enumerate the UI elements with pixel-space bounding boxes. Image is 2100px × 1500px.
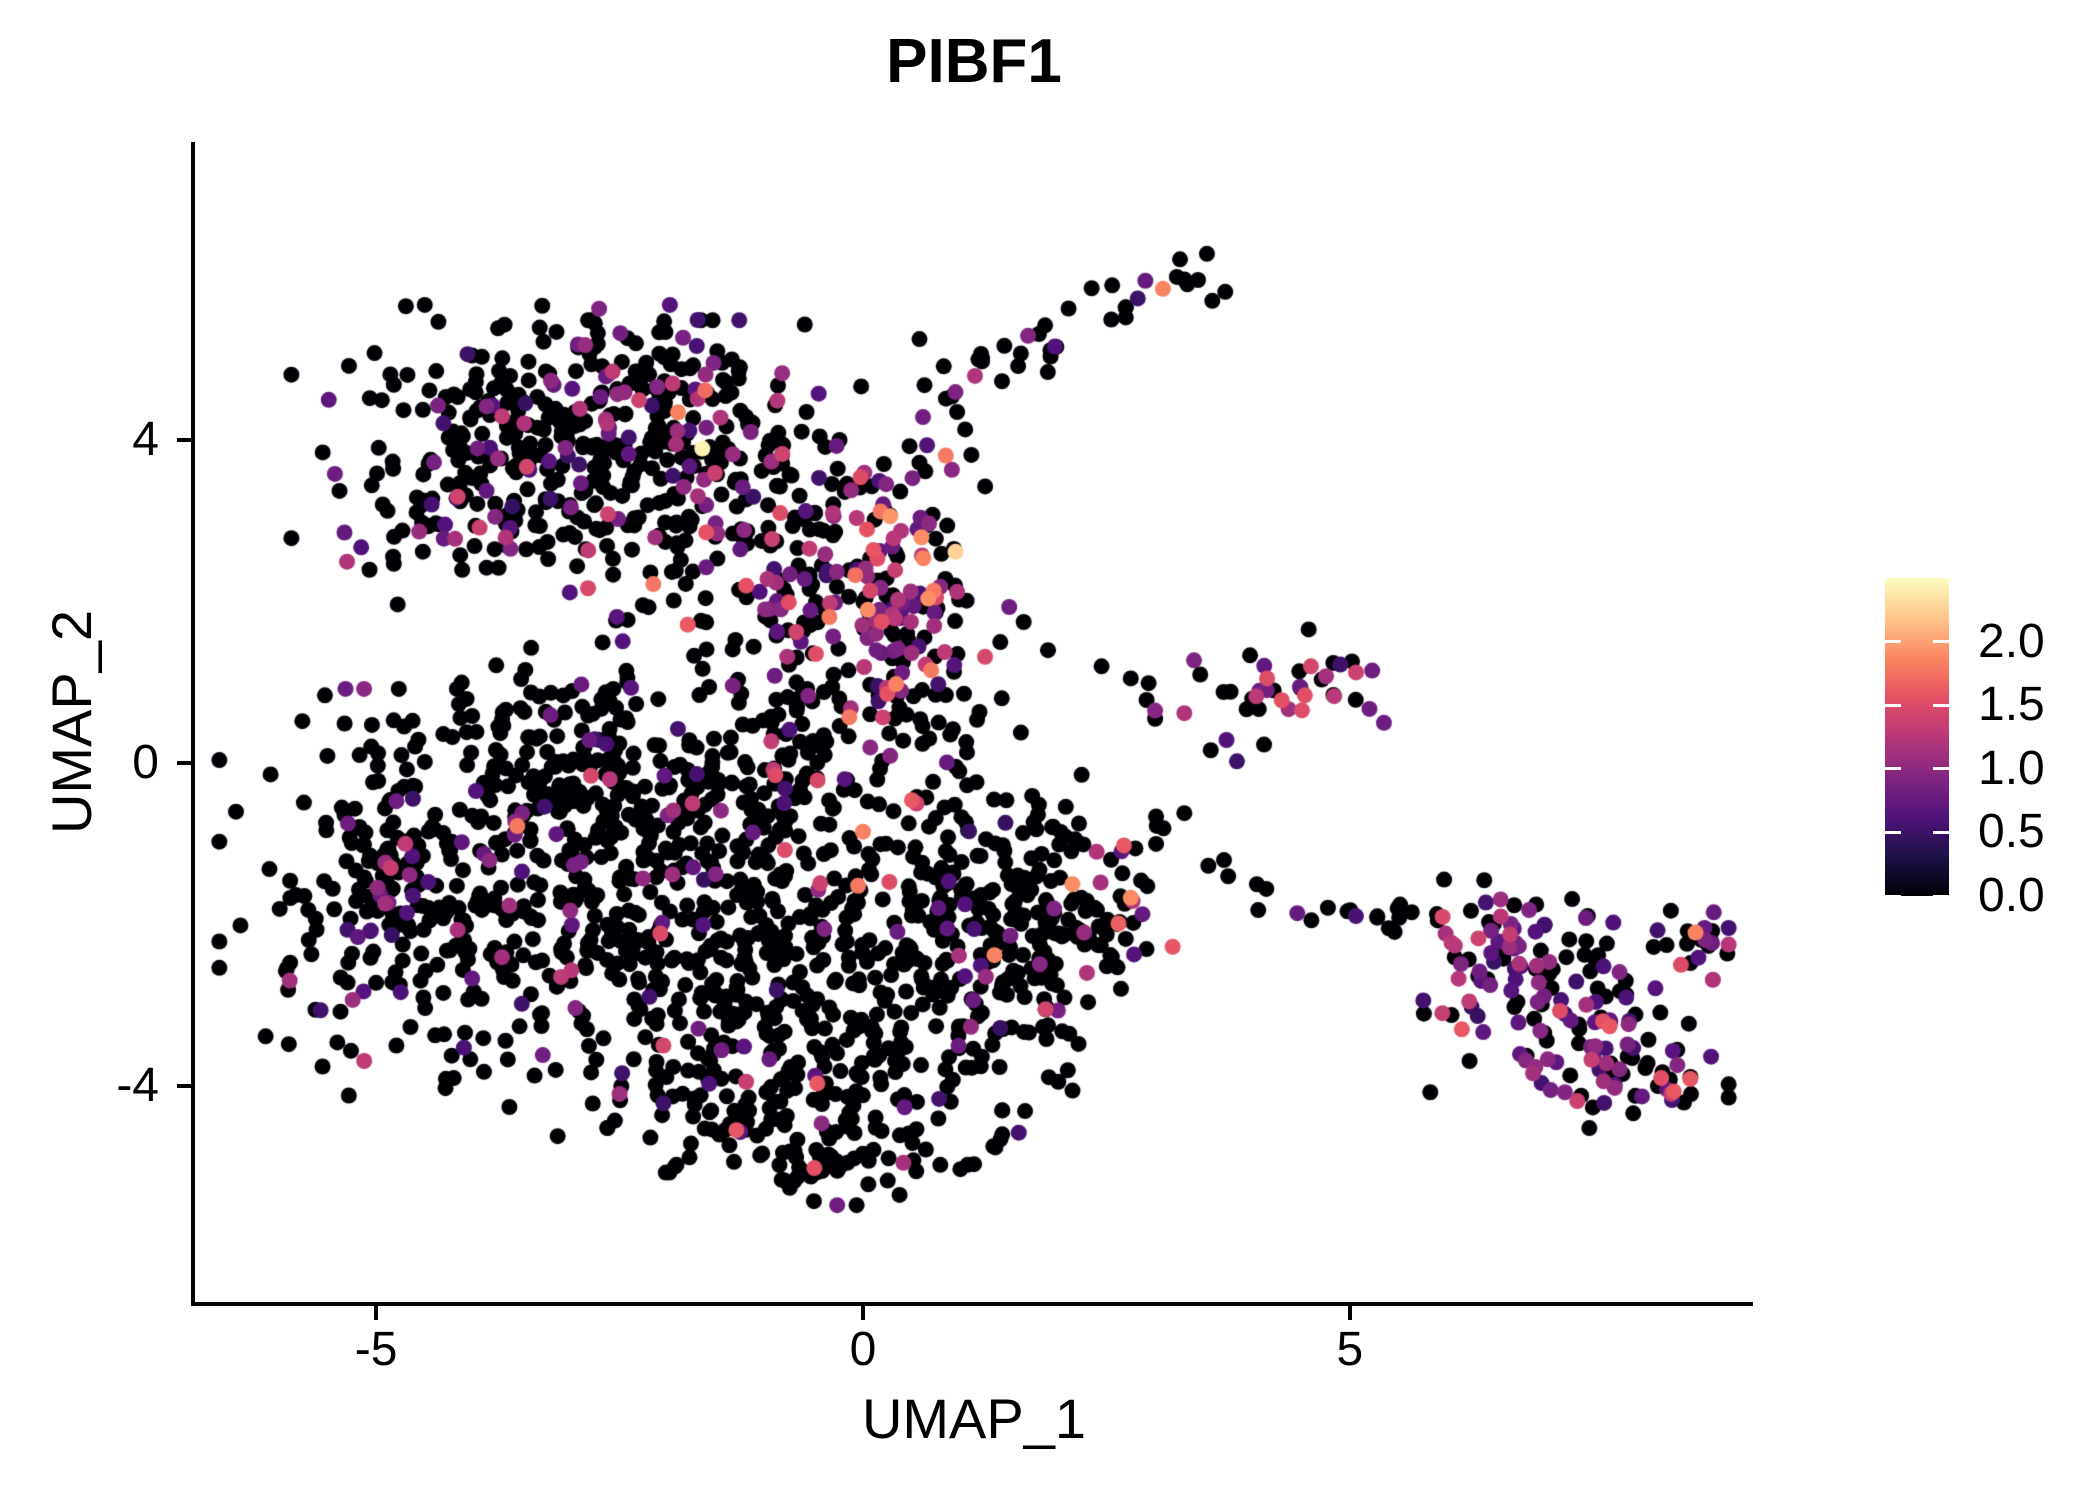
colorbar-tick-label: 1.0 <box>1978 741 2045 795</box>
colorbar-tick-label: 0.5 <box>1978 805 2045 859</box>
x-axis-tick <box>374 1306 379 1320</box>
colorbar-tick <box>1933 640 1949 644</box>
colorbar-tick <box>1885 830 1901 834</box>
colorbar-tick <box>1933 894 1949 898</box>
colorbar-tick-label: 0.0 <box>1978 869 2045 922</box>
x-axis-tick <box>860 1306 865 1320</box>
y-axis-tick <box>177 761 191 766</box>
colorbar-tick <box>1885 640 1901 644</box>
x-axis-label: UMAP_1 <box>861 1387 1087 1450</box>
colorbar-tick-label: 2.0 <box>1978 614 2045 668</box>
colorbar-gradient <box>1885 578 1949 896</box>
x-axis-line <box>191 1302 1753 1306</box>
y-axis-tick-label: 4 <box>132 413 159 467</box>
plot-title: PIBF1 <box>886 27 1062 96</box>
colorbar-tick-label: 1.5 <box>1978 678 2045 732</box>
colorbar-tick <box>1885 767 1901 771</box>
x-axis-tick-label: -5 <box>354 1323 398 1376</box>
x-axis-tick-label: 5 <box>1336 1323 1364 1376</box>
colorbar-tick <box>1933 830 1949 834</box>
colorbar-tick <box>1885 703 1901 707</box>
y-axis-label: UMAP_2 <box>40 609 103 835</box>
colorbar-tick <box>1933 703 1949 707</box>
y-axis-tick-label: -4 <box>116 1058 159 1112</box>
colorbar-tick <box>1885 894 1901 898</box>
y-axis-line <box>191 142 195 1306</box>
y-axis-tick <box>177 438 191 443</box>
x-axis-tick <box>1347 1306 1352 1320</box>
colorbar-tick <box>1933 767 1949 771</box>
y-axis-tick-label: 0 <box>132 736 159 790</box>
x-axis-tick-label: 0 <box>849 1323 877 1376</box>
y-axis-tick <box>177 1083 191 1088</box>
